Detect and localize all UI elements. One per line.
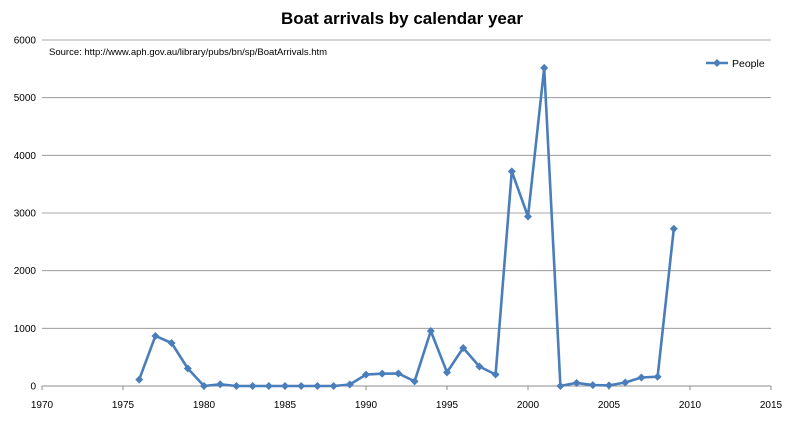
data-point xyxy=(200,382,208,390)
data-point xyxy=(572,378,581,387)
data-point xyxy=(524,212,532,221)
data-point xyxy=(216,380,225,389)
y-tick-label: 5000 xyxy=(14,93,37,104)
legend: People xyxy=(706,58,765,70)
data-point xyxy=(605,381,613,390)
data-point xyxy=(669,224,678,233)
data-point xyxy=(426,327,435,336)
data-point xyxy=(507,167,516,176)
x-tick-label: 1995 xyxy=(436,400,459,411)
axis-layer xyxy=(41,385,772,390)
data-point xyxy=(459,343,468,352)
y-tick-label: 4000 xyxy=(14,151,37,162)
y-tick-label: 2000 xyxy=(14,266,37,277)
legend-diamond-marker xyxy=(713,59,721,67)
data-point xyxy=(394,369,403,378)
y-tick-label: 0 xyxy=(30,382,36,393)
data-point xyxy=(313,382,322,390)
x-tick-label: 1990 xyxy=(355,400,378,411)
y-tick-label: 3000 xyxy=(14,209,37,220)
data-point xyxy=(297,382,306,390)
x-tick-label: 1975 xyxy=(112,400,135,411)
data-point xyxy=(281,382,289,390)
data-point xyxy=(232,382,241,390)
data-point xyxy=(329,382,338,390)
x-tick-label: 1980 xyxy=(193,400,216,411)
data-point xyxy=(135,375,144,384)
x-tick-label: 1985 xyxy=(274,400,297,411)
chart-title: Boat arrivals by calendar year xyxy=(281,9,523,28)
data-point xyxy=(491,370,500,379)
y-tick-labels: 0 1000 2000 3000 4000 5000 6000 xyxy=(14,36,37,393)
data-point xyxy=(443,368,451,377)
x-tick-label: 2015 xyxy=(760,400,783,411)
data-point xyxy=(475,362,484,371)
data-point xyxy=(410,377,419,386)
x-tick-label: 2010 xyxy=(679,400,702,411)
x-tick-label: 2005 xyxy=(598,400,621,411)
data-point xyxy=(588,381,597,390)
data-point xyxy=(540,63,549,72)
data-point xyxy=(378,369,387,378)
data-point xyxy=(556,381,565,390)
y-tick-label: 6000 xyxy=(14,36,37,47)
data-point xyxy=(248,382,257,390)
data-point xyxy=(362,370,370,379)
data-point xyxy=(653,372,662,381)
data-point xyxy=(183,364,192,373)
y-tick-label: 1000 xyxy=(14,324,37,335)
data-point xyxy=(264,382,273,390)
series-line-people xyxy=(137,66,676,388)
data-point xyxy=(621,378,630,387)
data-point xyxy=(167,338,176,347)
source-note: Source: http://www.aph.gov.au/library/pu… xyxy=(49,47,327,58)
x-tick-label: 2000 xyxy=(517,400,540,411)
data-point xyxy=(151,331,160,340)
data-point xyxy=(637,373,646,382)
data-point xyxy=(345,380,354,389)
series-layer xyxy=(135,63,678,390)
x-tick-label: 1970 xyxy=(31,400,54,411)
grid-layer xyxy=(42,39,771,329)
x-tick-labels: 1970 1975 1980 1985 1990 1995 2000 2005 2010 2015 xyxy=(31,400,783,411)
legend-label: People xyxy=(732,58,765,70)
